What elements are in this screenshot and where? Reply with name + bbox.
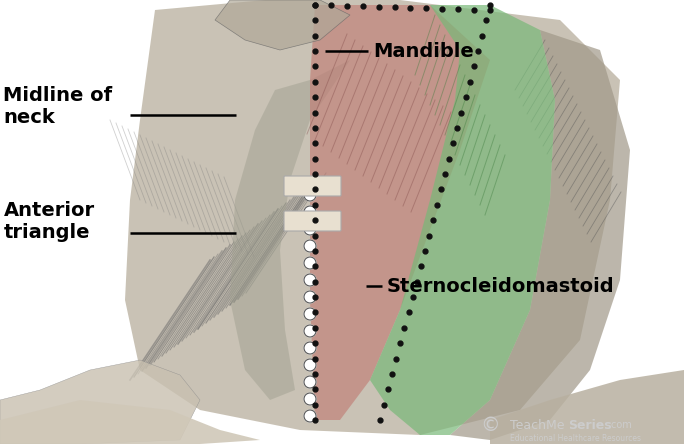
- Polygon shape: [125, 0, 620, 435]
- Circle shape: [304, 359, 316, 371]
- Circle shape: [304, 325, 316, 337]
- Polygon shape: [0, 400, 260, 444]
- Text: .com: .com: [608, 420, 632, 430]
- Circle shape: [304, 257, 316, 269]
- Polygon shape: [310, 5, 490, 420]
- Circle shape: [304, 342, 316, 354]
- Text: Midline of
neck: Midline of neck: [3, 86, 113, 127]
- Circle shape: [304, 376, 316, 388]
- Text: Sternocleidomastoid: Sternocleidomastoid: [386, 277, 614, 296]
- Circle shape: [304, 189, 316, 201]
- Circle shape: [304, 291, 316, 303]
- FancyBboxPatch shape: [284, 211, 341, 231]
- Text: Anterior
triangle: Anterior triangle: [3, 202, 94, 242]
- Polygon shape: [370, 5, 555, 435]
- Circle shape: [304, 223, 316, 235]
- Polygon shape: [450, 30, 630, 440]
- Polygon shape: [490, 370, 684, 444]
- Polygon shape: [215, 0, 350, 50]
- Text: TeachMe: TeachMe: [510, 419, 564, 432]
- Text: Series: Series: [568, 419, 611, 432]
- Text: ©: ©: [480, 416, 500, 435]
- Circle shape: [304, 393, 316, 405]
- Text: Mandible: Mandible: [373, 42, 473, 60]
- Polygon shape: [0, 360, 200, 444]
- FancyBboxPatch shape: [284, 176, 341, 196]
- Circle shape: [304, 206, 316, 218]
- Circle shape: [304, 410, 316, 422]
- Circle shape: [304, 308, 316, 320]
- Circle shape: [304, 274, 316, 286]
- Text: Educational Healthcare Resources: Educational Healthcare Resources: [510, 433, 641, 443]
- Circle shape: [304, 240, 316, 252]
- Polygon shape: [230, 60, 350, 400]
